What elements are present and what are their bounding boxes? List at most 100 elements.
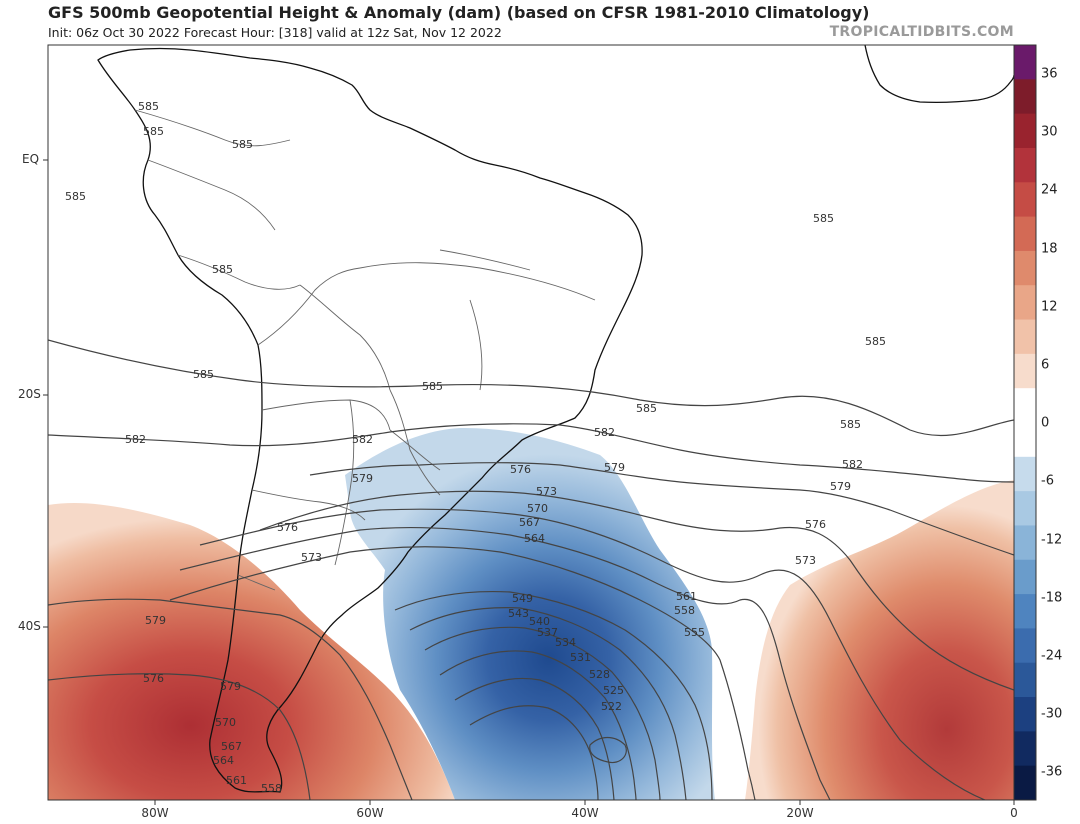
svg-text:528: 528 xyxy=(589,668,610,681)
svg-text:582: 582 xyxy=(842,458,863,471)
svg-text:579: 579 xyxy=(145,614,166,627)
colorbar-label: 12 xyxy=(1041,299,1058,315)
svg-text:576: 576 xyxy=(510,463,531,476)
svg-text:564: 564 xyxy=(213,754,234,767)
colorbar-swatch xyxy=(1014,697,1036,732)
positive-anomaly-west xyxy=(48,502,455,800)
svg-text:555: 555 xyxy=(684,626,705,639)
svg-text:576: 576 xyxy=(805,518,826,531)
svg-text:522: 522 xyxy=(601,700,622,713)
brand-watermark: TROPICALTIDBITS.COM xyxy=(829,24,1014,40)
colorbar-swatch xyxy=(1014,353,1036,389)
svg-text:585: 585 xyxy=(138,100,159,113)
colorbar-label: -30 xyxy=(1041,706,1063,722)
colorbar-label: 18 xyxy=(1041,241,1058,257)
colorbar-swatch xyxy=(1014,628,1036,664)
svg-text:585: 585 xyxy=(193,368,214,381)
colorbar-swatch xyxy=(1014,765,1036,801)
svg-text:537: 537 xyxy=(537,626,558,639)
svg-text:567: 567 xyxy=(519,516,540,529)
africa-coastline xyxy=(864,45,1014,104)
lat-label-20s: 20S xyxy=(18,387,41,401)
colorbar-swatch xyxy=(1014,182,1036,218)
anomaly-colorbar xyxy=(1014,45,1036,801)
map-subtitle: Init: 06z Oct 30 2022 Forecast Hour: [31… xyxy=(48,25,502,40)
colorbar-label: 36 xyxy=(1041,66,1058,82)
svg-text:531: 531 xyxy=(570,651,591,664)
colorbar-swatch xyxy=(1014,216,1036,252)
svg-text:525: 525 xyxy=(603,684,624,697)
colorbar-swatch xyxy=(1014,45,1036,80)
svg-text:585: 585 xyxy=(840,418,861,431)
svg-text:561: 561 xyxy=(226,774,247,787)
colorbar-swatch xyxy=(1014,319,1036,355)
svg-text:576: 576 xyxy=(277,521,298,534)
svg-text:585: 585 xyxy=(865,335,886,348)
axis-ticks xyxy=(43,159,1015,805)
svg-text:585: 585 xyxy=(232,138,253,151)
colorbar-swatch xyxy=(1014,559,1036,595)
svg-text:573: 573 xyxy=(536,485,557,498)
colorbar-label: -12 xyxy=(1041,532,1063,548)
svg-text:558: 558 xyxy=(674,604,695,617)
lon-label-60w: 60W xyxy=(356,806,384,820)
svg-text:561: 561 xyxy=(676,590,697,603)
height-contours xyxy=(48,339,1014,800)
colorbar-label: 6 xyxy=(1041,357,1050,373)
svg-text:585: 585 xyxy=(813,212,834,225)
colorbar-frame xyxy=(1013,44,1037,801)
colorbar-swatch xyxy=(1014,731,1036,767)
svg-text:579: 579 xyxy=(830,480,851,493)
country-borders xyxy=(134,109,596,591)
colorbar-label: 0 xyxy=(1041,415,1050,431)
colorbar-swatch xyxy=(1014,147,1036,183)
colorbar-swatch xyxy=(1014,594,1036,629)
svg-text:573: 573 xyxy=(795,554,816,567)
lon-label-20w: 20W xyxy=(786,806,814,820)
svg-text:543: 543 xyxy=(508,607,529,620)
colorbar-swatch xyxy=(1014,422,1036,458)
svg-text:540: 540 xyxy=(529,615,550,628)
svg-text:585: 585 xyxy=(143,125,164,138)
lat-label-eq: EQ xyxy=(22,152,40,166)
colorbar-swatch xyxy=(1014,525,1036,561)
svg-text:573: 573 xyxy=(301,551,322,564)
colorbar-label: 24 xyxy=(1041,182,1058,198)
svg-text:585: 585 xyxy=(65,190,86,203)
svg-text:564: 564 xyxy=(524,532,545,545)
svg-text:579: 579 xyxy=(220,680,241,693)
south-america-coastline xyxy=(97,47,643,793)
colorbar-swatch xyxy=(1014,388,1036,423)
svg-text:558: 558 xyxy=(261,782,282,795)
colorbar-label: 30 xyxy=(1041,124,1058,140)
svg-text:582: 582 xyxy=(352,433,373,446)
svg-text:582: 582 xyxy=(594,426,615,439)
lon-label-80w: 80W xyxy=(141,806,169,820)
lon-label-0: 0 xyxy=(1010,806,1018,820)
svg-text:549: 549 xyxy=(512,592,533,605)
svg-text:576: 576 xyxy=(143,672,164,685)
svg-text:579: 579 xyxy=(352,472,373,485)
positive-anomaly-east xyxy=(745,480,1014,800)
colorbar-label: -36 xyxy=(1041,764,1063,780)
colorbar-swatch xyxy=(1014,285,1036,321)
svg-text:570: 570 xyxy=(527,502,548,515)
colorbar-swatch xyxy=(1014,491,1036,526)
svg-text:585: 585 xyxy=(422,380,443,393)
svg-text:534: 534 xyxy=(555,636,576,649)
lat-label-40s: 40S xyxy=(18,619,41,633)
map-title: GFS 500mb Geopotential Height & Anomaly … xyxy=(48,3,870,22)
colorbar-label: -24 xyxy=(1041,648,1063,664)
svg-text:567: 567 xyxy=(221,740,242,753)
colorbar-swatch xyxy=(1014,250,1036,286)
colorbar-swatch xyxy=(1014,456,1036,492)
colorbar-swatch xyxy=(1014,113,1036,149)
colorbar-label: -18 xyxy=(1041,590,1063,606)
lon-label-40w: 40W xyxy=(571,806,599,820)
svg-text:579: 579 xyxy=(604,461,625,474)
svg-text:585: 585 xyxy=(636,402,657,415)
svg-text:582: 582 xyxy=(125,433,146,446)
colorbar-swatch xyxy=(1014,79,1036,115)
svg-text:585: 585 xyxy=(212,263,233,276)
